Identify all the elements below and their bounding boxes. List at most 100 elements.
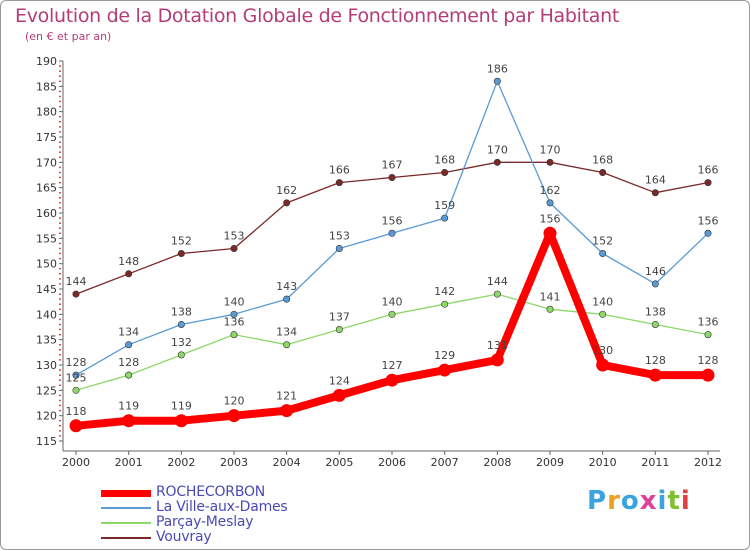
data-label-la-ville-aux-dames: 146 <box>645 265 666 278</box>
data-label-par-ay-meslay: 132 <box>171 336 192 349</box>
data-label-vouvray: 152 <box>171 235 192 248</box>
data-label-par-ay-meslay: 142 <box>434 285 455 298</box>
point-par-ay-meslay <box>230 331 238 339</box>
point-rochecorbon <box>227 409 241 423</box>
y-tick-label: 140 <box>36 308 57 321</box>
x-tick-label: 2011 <box>641 456 669 469</box>
logo-letter: P <box>587 486 608 516</box>
x-tick-label: 2008 <box>483 456 511 469</box>
data-label-rochecorbon: 120 <box>224 395 245 408</box>
point-par-ay-meslay <box>599 310 607 318</box>
point-rochecorbon <box>332 388 346 402</box>
y-tick-label: 170 <box>36 156 57 169</box>
legend-item-vouvray: Vouvray <box>101 530 421 545</box>
y-minor-tick <box>59 429 61 432</box>
proxiti-logo: Proxiti <box>587 486 691 516</box>
legend: ROCHECORBON La Ville-aux-Dames Parçay-Mesl… <box>101 485 421 545</box>
y-minor-tick <box>59 343 61 346</box>
x-tick-label: 2000 <box>62 456 90 469</box>
point-rochecorbon <box>543 226 557 240</box>
y-tick-label: 155 <box>36 232 57 245</box>
y-tick-label: 125 <box>36 384 57 397</box>
data-label-vouvray: 167 <box>382 159 403 172</box>
y-minor-tick <box>59 435 61 437</box>
x-tick-label: 2006 <box>378 456 406 469</box>
y-minor-tick <box>59 298 61 301</box>
data-label-vouvray: 170 <box>540 143 561 156</box>
point-par-ay-meslay <box>283 341 291 349</box>
y-minor-tick <box>59 328 61 331</box>
data-label-par-ay-meslay: 136 <box>698 316 719 329</box>
data-label-rochecorbon: 156 <box>540 212 561 225</box>
point-la-ville-aux-dames <box>177 320 185 328</box>
legend-label: Vouvray <box>156 529 212 545</box>
y-tick-label: 165 <box>36 182 57 195</box>
data-label-rochecorbon: 128 <box>698 354 719 367</box>
data-label-la-ville-aux-dames: 134 <box>118 326 139 339</box>
y-minor-tick <box>59 166 61 169</box>
y-minor-tick <box>59 379 61 382</box>
y-minor-tick <box>59 70 61 73</box>
y-minor-tick <box>59 75 61 78</box>
data-label-par-ay-meslay: 140 <box>592 295 613 308</box>
data-label-rochecorbon: 127 <box>382 359 403 372</box>
data-label-par-ay-meslay: 125 <box>66 371 87 384</box>
series-line-rochecorbon <box>72 229 712 430</box>
logo-letter: x <box>639 486 658 516</box>
data-label-vouvray: 168 <box>592 153 613 166</box>
point-par-ay-meslay <box>177 351 185 359</box>
series-line-la-ville-aux-dames <box>75 80 709 376</box>
y-tick-label: 150 <box>36 258 57 271</box>
point-rochecorbon <box>280 404 294 418</box>
point-vouvray <box>125 270 133 278</box>
legend-swatch <box>101 537 151 539</box>
logo-letter: i <box>657 486 668 516</box>
point-vouvray <box>441 168 449 176</box>
y-minor-tick <box>59 227 61 230</box>
data-label-par-ay-meslay: 138 <box>645 305 666 318</box>
point-la-ville-aux-dames <box>704 229 712 237</box>
y-minor-tick <box>59 252 61 255</box>
data-label-par-ay-meslay: 144 <box>487 275 508 288</box>
data-label-la-ville-aux-dames: 140 <box>224 295 245 308</box>
data-label-rochecorbon: 119 <box>171 400 192 413</box>
legend-swatch <box>101 490 151 497</box>
y-tick-label: 145 <box>36 283 57 296</box>
data-labels: 144 148 152 153 162 166 167 168 170 170 168 164 166 1… <box>66 62 719 418</box>
y-minor-tick <box>59 277 61 280</box>
y-minor-tick <box>59 353 61 356</box>
point-vouvray <box>599 168 607 176</box>
y-minor-tick <box>59 419 61 422</box>
y-minor-tick <box>59 303 61 306</box>
y-minor-tick <box>59 404 61 407</box>
point-rochecorbon <box>122 414 136 428</box>
y-minor-tick <box>59 267 61 270</box>
point-vouvray <box>335 179 343 187</box>
y-tick-label: 185 <box>36 80 57 93</box>
point-vouvray <box>546 158 554 166</box>
point-vouvray <box>388 174 396 182</box>
y-minor-tick <box>59 191 61 194</box>
legend-swatch <box>101 507 151 509</box>
chart-subtitle: (en € et par an) <box>25 30 112 43</box>
y-tick-label: 160 <box>36 207 57 220</box>
point-la-ville-aux-dames <box>283 295 291 303</box>
point-rochecorbon <box>174 414 188 428</box>
point-par-ay-meslay <box>493 290 501 298</box>
y-minor-tick <box>59 125 61 128</box>
data-label-par-ay-meslay: 140 <box>382 295 403 308</box>
y-tick-label: 130 <box>36 359 57 372</box>
data-label-la-ville-aux-dames: 186 <box>487 62 508 75</box>
point-rochecorbon <box>648 368 662 382</box>
chart-title: Evolution de la Dotation Globale de Fonc… <box>15 5 620 27</box>
point-par-ay-meslay <box>72 386 80 394</box>
point-vouvray <box>283 199 291 207</box>
y-minor-tick <box>59 100 61 103</box>
point-vouvray <box>72 290 80 298</box>
x-tick-label: 2012 <box>694 456 722 469</box>
x-tick-label: 2007 <box>431 456 459 469</box>
y-minor-tick <box>59 146 61 149</box>
point-la-ville-aux-dames <box>72 371 80 379</box>
y-minor-tick <box>59 131 61 133</box>
data-label-rochecorbon: 124 <box>329 374 350 387</box>
